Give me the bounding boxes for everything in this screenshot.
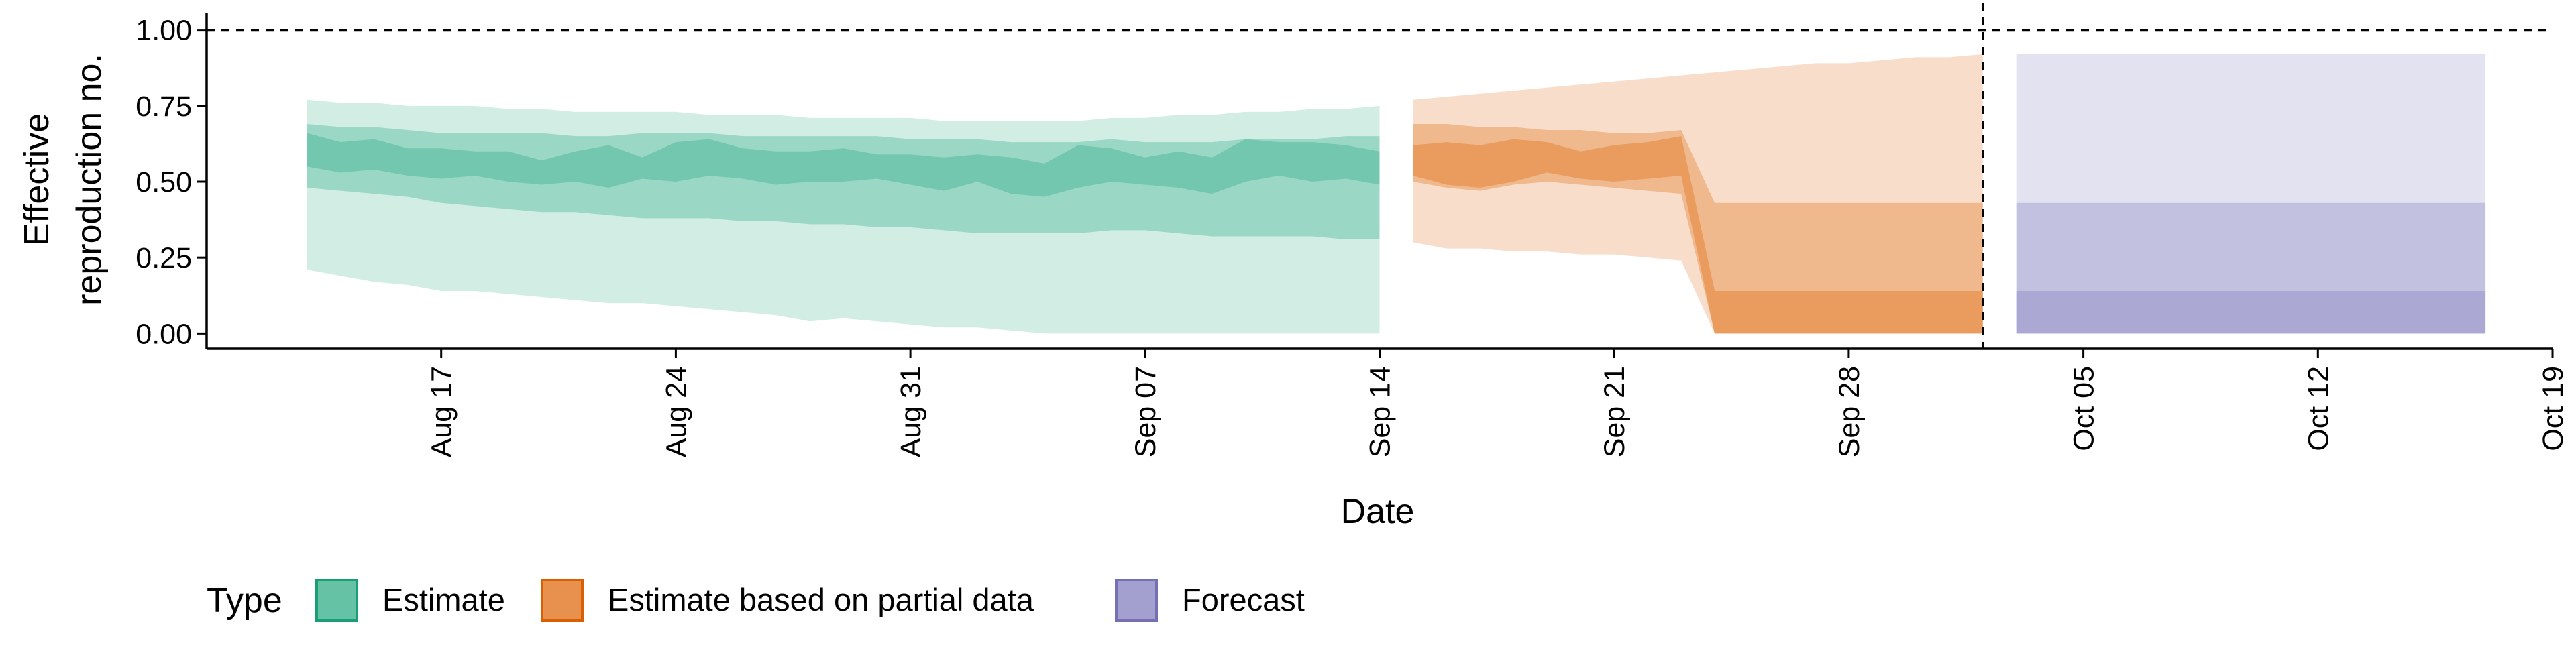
y-axis-title-line: reproduction no. <box>70 54 109 306</box>
x-axis-title: Date <box>1341 492 1415 531</box>
y-tick-label: 0.25 <box>136 242 192 274</box>
x-tick-label: Sep 07 <box>1130 366 1162 457</box>
x-tick-label: Sep 21 <box>1599 366 1631 457</box>
legend-entry: Estimate based on partial data <box>541 579 1034 622</box>
legend-entry: Forecast <box>1115 579 1305 622</box>
legend-label: Forecast <box>1182 582 1305 617</box>
y-tick-label: 0.00 <box>136 318 192 350</box>
y-tick-label: 0.75 <box>136 91 192 123</box>
x-tick-label: Aug 31 <box>895 366 927 457</box>
x-tick-label: Aug 24 <box>660 366 692 457</box>
bands-layer <box>307 54 2486 334</box>
band-forecast-20pct <box>2016 290 2486 334</box>
legend-key-swatch <box>541 579 584 622</box>
legend-key-swatch <box>315 579 358 622</box>
legend-label: Estimate <box>382 582 505 617</box>
legend-label: Estimate based on partial data <box>608 582 1034 617</box>
x-tick-label: Aug 17 <box>426 366 458 457</box>
y-axis-title-line: Effective <box>17 113 56 246</box>
band-estimate-20pct <box>307 133 1380 197</box>
x-tick-label: Sep 14 <box>1364 366 1397 457</box>
y-tick-label: 0.50 <box>136 166 192 198</box>
band-estimate-based-on-partial-data-20pct <box>1413 136 1983 334</box>
x-tick-label: Oct 05 <box>2068 366 2100 451</box>
x-tick-label: Oct 12 <box>2302 366 2334 451</box>
reference-lines <box>207 3 2553 349</box>
legend-key-swatch <box>1115 579 1158 622</box>
legend-entry: Estimate <box>315 579 505 622</box>
x-tick-label: Sep 28 <box>1833 366 1866 457</box>
axes: 0.00 0.25 0.50 0.75 1.00 Aug 17 Aug 24 Aug 31 Se… <box>17 13 2569 531</box>
x-tick-label: Oct 19 <box>2537 366 2569 451</box>
legend-title: Type <box>207 581 282 620</box>
y-tick-label: 1.00 <box>136 15 192 47</box>
legend: Type Estimate Estimate based on partial da… <box>207 579 1305 622</box>
